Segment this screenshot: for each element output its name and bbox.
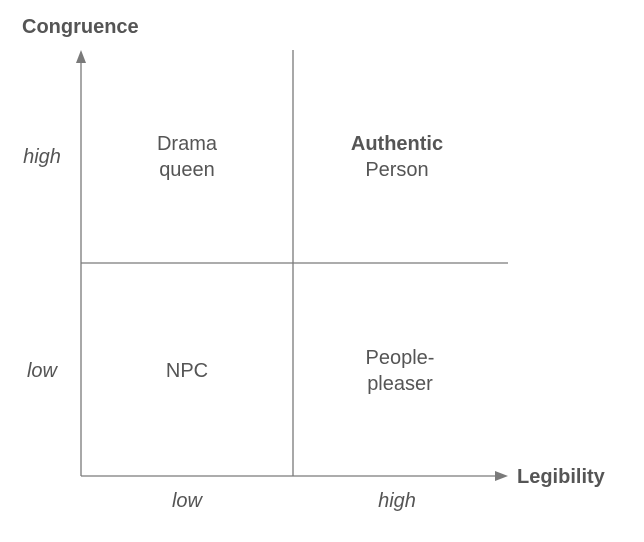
x-axis-low-label: low [172,490,204,512]
quadrant-top-right-line1: Authentic [351,133,443,155]
x-axis-title: Legibility [517,466,606,488]
quadrant-top-left-line2: queen [159,159,215,181]
y-axis-high-label: high [23,146,61,168]
quadrant-top-left: Drama queen [157,133,218,181]
x-axis-high-label: high [378,490,416,512]
quadrant-bottom-right-line1: People- [366,347,435,369]
quadrant-top-right-line2: Person [365,159,428,181]
quadrant-top-right: Authentic Person [351,133,443,181]
quadrant-bottom-right: People- pleaser [366,347,435,395]
quadrant-bottom-right-line2: pleaser [367,373,433,395]
quadrant-bottom-left-line1: NPC [166,360,208,382]
quadrant-top-left-line1: Drama [157,133,218,155]
quadrant-bottom-left: NPC [166,360,208,382]
x-axis-arrowhead [495,471,508,481]
y-axis-low-label: low [27,360,59,382]
y-axis-arrowhead [76,50,86,63]
y-axis-title: Congruence [22,16,139,38]
